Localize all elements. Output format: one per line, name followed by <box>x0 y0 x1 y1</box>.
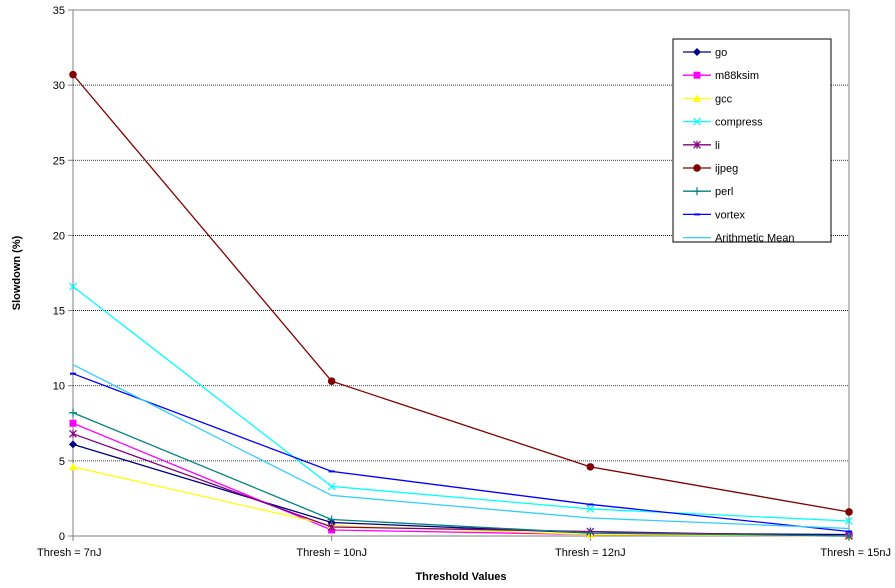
y-axis-ticks: 0 5 10 15 20 25 30 35 <box>53 5 73 543</box>
series-line <box>72 286 850 522</box>
data-point-marker <box>327 515 336 524</box>
series-compress <box>69 282 853 525</box>
legend-item: perl <box>683 186 733 198</box>
y-tick-label: 0 <box>59 531 65 543</box>
series-line <box>72 364 850 530</box>
legend-marker <box>693 117 701 126</box>
data-point-marker <box>69 429 77 438</box>
x-tick-label: Thresh = 7nJ <box>37 547 102 559</box>
series-line <box>72 433 850 537</box>
data-point-marker <box>69 440 77 449</box>
legend-label: perl <box>715 186 733 198</box>
series-arithmetic-mean <box>72 364 850 530</box>
legend-item: m88ksim <box>683 70 759 82</box>
data-point-marker <box>69 70 77 79</box>
x-axis-title: Threshold Values <box>415 571 506 583</box>
y-axis-title: Slowdown (%) <box>11 235 23 310</box>
data-point-marker <box>586 505 595 513</box>
series-group <box>69 70 853 540</box>
legend-marker <box>693 71 701 79</box>
data-point-marker <box>328 470 335 473</box>
data-point-marker <box>586 463 595 471</box>
series-ijpeg <box>69 70 853 516</box>
data-point-marker <box>69 462 77 471</box>
data-point-marker <box>846 530 852 533</box>
y-tick-label: 35 <box>53 5 65 17</box>
data-point-marker <box>69 408 77 417</box>
legend-marker <box>693 48 701 56</box>
x-tick-label: Thresh = 15nJ <box>820 547 891 559</box>
data-point-marker <box>587 503 594 506</box>
legend-label: Arithmetic Mean <box>715 233 794 245</box>
x-axis-ticks: Thresh = 7nJ Thresh = 10nJ Thresh = 12nJ Th… <box>37 536 891 559</box>
series-line <box>72 74 850 513</box>
data-point-marker <box>327 377 336 386</box>
legend-item: compress <box>683 117 763 129</box>
y-tick-label: 30 <box>53 80 65 92</box>
legend-item: go <box>683 47 727 59</box>
legend: go m88ksim gcc compress li ijpeg perl vortex Ari… <box>672 38 832 245</box>
legend-label: go <box>715 47 727 59</box>
legend-marker <box>694 213 700 216</box>
data-point-marker <box>586 528 595 537</box>
legend-item: vortex <box>683 209 745 221</box>
legend-marker <box>693 187 701 196</box>
series-line <box>72 373 850 533</box>
legend-label: vortex <box>715 209 745 221</box>
data-point-marker <box>845 532 853 540</box>
data-point-marker <box>845 508 853 516</box>
y-tick-label: 15 <box>53 306 65 318</box>
legend-item: gcc <box>683 93 733 105</box>
legend-item: ijpeg <box>683 163 738 175</box>
data-point-marker <box>845 517 853 525</box>
legend-label: m88ksim <box>715 70 759 82</box>
series-li <box>69 429 853 540</box>
legend-marker <box>693 164 701 172</box>
data-point-marker <box>327 522 336 531</box>
data-point-marker <box>70 372 76 375</box>
series-vortex <box>70 372 852 533</box>
series-line <box>72 466 850 537</box>
x-tick-label: Thresh = 12nJ <box>555 547 626 559</box>
y-tick-label: 25 <box>53 155 65 167</box>
y-tick-label: 5 <box>59 456 65 468</box>
legend-item: Arithmetic Mean <box>683 233 794 245</box>
series-perl <box>69 408 853 540</box>
legend-marker <box>693 94 701 102</box>
legend-label: compress <box>715 117 763 129</box>
data-point-marker <box>69 419 77 427</box>
legend-item: li <box>683 140 720 152</box>
legend-marker <box>693 140 701 149</box>
legend-label: ijpeg <box>715 163 738 175</box>
x-tick-label: Thresh = 10nJ <box>296 547 367 559</box>
data-point-marker <box>327 482 336 491</box>
series-line <box>72 412 850 537</box>
data-point-marker <box>69 282 77 291</box>
y-tick-label: 10 <box>53 381 65 393</box>
legend-label: li <box>715 140 720 152</box>
y-tick-label: 20 <box>53 230 65 242</box>
legend-label: gcc <box>715 93 733 105</box>
